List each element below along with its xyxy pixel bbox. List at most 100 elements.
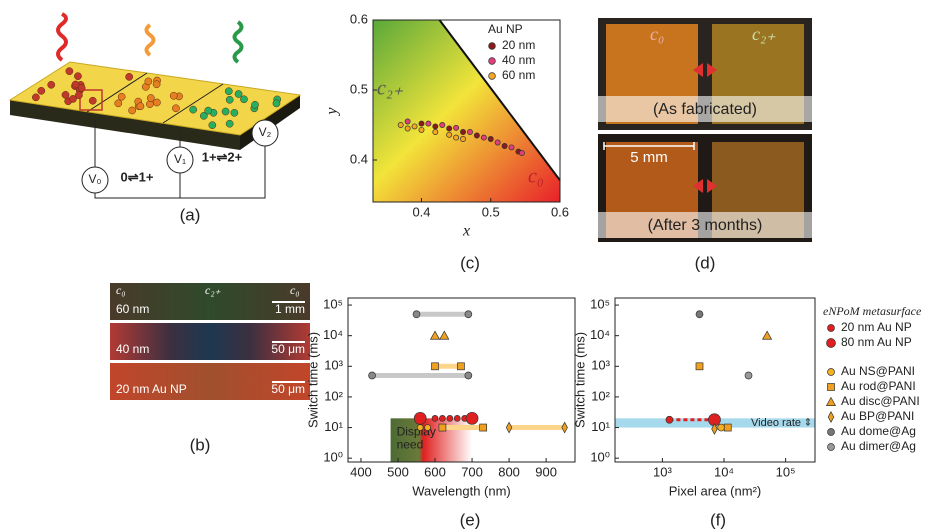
legend-label: Au dome@Ag <box>841 424 916 438</box>
panel-label: (a) <box>180 205 201 224</box>
state-caption: (After 3 months) <box>648 217 763 234</box>
page: {"figure":{"panel_labels":["(a)","(b)","… <box>0 0 935 532</box>
y-tick-label: 10⁴ <box>590 327 610 342</box>
legend-marker <box>489 43 496 50</box>
marker <box>405 126 410 131</box>
legend-title: Au NP <box>488 22 523 36</box>
marker <box>696 311 703 318</box>
marker <box>724 424 731 431</box>
particle <box>225 88 232 95</box>
legend-marker <box>489 73 496 80</box>
particle <box>32 94 39 101</box>
x-tick-label: 700 <box>461 464 483 479</box>
legend-label: 20 nm <box>502 38 535 52</box>
y-tick-label: 10⁰ <box>590 450 610 465</box>
marker <box>457 363 464 370</box>
x-tick-label: 0.5 <box>482 204 500 219</box>
particle <box>172 105 179 112</box>
y-tick-label: 10³ <box>324 358 343 373</box>
device-illustration: V₀ V₁ V₂ 0⇌1+ 1+⇌2+ <box>10 14 300 198</box>
legend-label: Au disc@PANI <box>841 394 920 408</box>
particle <box>66 68 73 75</box>
legend-marker <box>828 325 835 332</box>
y-tick-label: 10⁴ <box>323 327 343 342</box>
marker <box>465 311 472 318</box>
marker <box>412 124 417 129</box>
sample-label: 20 nm Au NP <box>116 382 187 396</box>
x-tick-label: 600 <box>424 464 446 479</box>
x-tick-label: 0.4 <box>412 204 430 219</box>
particle <box>118 93 125 100</box>
y-tick-label: 10³ <box>591 358 610 373</box>
x-axis-label: Wavelength (nm) <box>412 483 511 498</box>
legend-label: Au dimer@Ag <box>841 439 916 453</box>
particle <box>72 81 79 88</box>
marker <box>447 126 452 131</box>
marker <box>460 129 465 134</box>
state-caption: (As fabricated) <box>653 101 757 118</box>
y-axis-label: Switch time (ms) <box>305 332 320 428</box>
state-label: c₀ <box>116 283 126 297</box>
scale-label: 50 μm <box>271 342 305 356</box>
marker <box>502 143 507 148</box>
marker <box>447 415 453 421</box>
emission-wave <box>147 25 154 55</box>
panel-label: (d) <box>695 253 716 272</box>
marker <box>440 331 449 339</box>
particle <box>273 100 280 107</box>
marker <box>480 424 487 431</box>
marker <box>562 422 568 432</box>
display-need-line: need <box>397 438 424 452</box>
electrode-label: V₂ <box>259 125 272 139</box>
marker <box>696 363 703 370</box>
particle <box>209 122 216 129</box>
y-axis-label: Switch time (ms) <box>572 332 587 428</box>
particle <box>231 109 238 116</box>
legend-label: Au rod@PANI <box>841 379 916 393</box>
marker <box>414 412 426 424</box>
particle <box>190 106 197 113</box>
particle <box>153 99 160 106</box>
electrode-label: V₀ <box>89 172 102 186</box>
marker <box>454 415 460 421</box>
y-axis-label: y <box>324 107 341 117</box>
marker <box>369 372 376 379</box>
particle <box>226 120 233 127</box>
reaction-label: 0⇌1+ <box>121 169 154 184</box>
legend-marker <box>828 429 835 436</box>
particle <box>89 97 96 104</box>
particle <box>147 94 154 101</box>
electrode-label: V₁ <box>174 152 186 166</box>
marker <box>419 121 424 126</box>
legend-marker <box>827 398 836 406</box>
marker <box>433 124 438 129</box>
figure: V₀ V₁ V₂ 0⇌1+ 1+⇌2+ c₀ c₂₊ c₀ 60 nm 1 mm… <box>0 0 935 532</box>
y-tick-label: 10² <box>324 388 343 403</box>
marker <box>454 135 459 140</box>
scale-label: 1 mm <box>275 302 305 316</box>
panel-label: (f) <box>710 510 726 529</box>
legend-marker <box>489 58 496 65</box>
marker <box>465 372 472 379</box>
marker <box>419 127 424 132</box>
particle <box>222 108 229 115</box>
marker <box>466 412 478 424</box>
y-tick-label: 10⁵ <box>590 296 610 311</box>
particle <box>145 78 152 85</box>
legend-label: 60 nm <box>502 68 535 82</box>
marker <box>519 150 524 155</box>
particle <box>226 96 233 103</box>
sample-label: 40 nm <box>116 342 149 356</box>
marker <box>495 140 500 145</box>
annotation: c₀ <box>528 166 544 188</box>
marker <box>398 122 403 127</box>
scale-label: 5 mm <box>630 149 668 166</box>
particle <box>48 81 55 88</box>
y-tick-label: 0.6 <box>350 11 368 26</box>
marker <box>763 331 772 339</box>
marker <box>439 415 445 421</box>
panel-label: (b) <box>190 435 211 454</box>
emission-wave <box>235 22 242 62</box>
y-tick-label: 0.5 <box>350 81 368 96</box>
particle <box>235 90 242 97</box>
